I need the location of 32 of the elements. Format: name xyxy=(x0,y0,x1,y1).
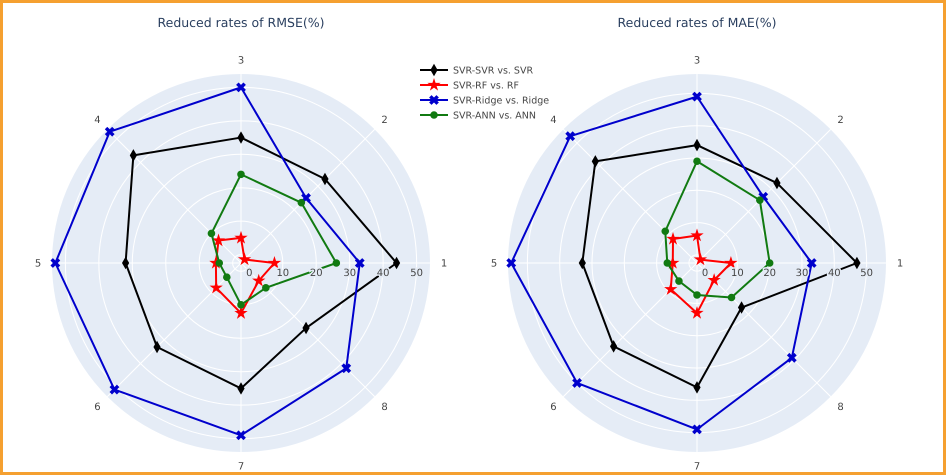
spoke-label: 3 xyxy=(694,56,700,66)
spoke-label: 4 xyxy=(550,114,557,126)
legend-label: SVR-RF vs. RF xyxy=(453,80,519,92)
spoke-label: 6 xyxy=(94,402,101,414)
y-tick-label: 0 xyxy=(702,268,708,279)
y-tick-label: 30 xyxy=(343,268,356,279)
y-tick-label: 30 xyxy=(796,268,808,279)
spoke-label: 2 xyxy=(837,114,844,126)
spoke-label: 8 xyxy=(381,402,388,414)
spoke-label: 1 xyxy=(896,258,904,270)
spoke-label: 1 xyxy=(440,258,448,270)
y-tick-label: 10 xyxy=(276,268,290,279)
spoke-label: 7 xyxy=(694,462,700,472)
chart-title: Reduced rates of MAE(%) xyxy=(618,15,776,30)
spoke-label: 2 xyxy=(381,114,388,126)
y-tick-label: 50 xyxy=(860,268,873,279)
spoke-label: 3 xyxy=(238,56,244,66)
chart-title: Reduced rates of RMSE(%) xyxy=(158,15,324,30)
legend-label: SVR-SVR vs. SVR xyxy=(453,65,534,76)
spoke-label: 8 xyxy=(837,402,844,414)
y-tick-label: 20 xyxy=(310,268,323,279)
y-tick-label: 20 xyxy=(763,268,776,279)
spoke-label: 5 xyxy=(490,258,498,270)
y-tick-label: 10 xyxy=(731,268,744,279)
spoke-label: 5 xyxy=(34,258,42,270)
spoke-label: 4 xyxy=(94,114,101,126)
spoke-label: 7 xyxy=(238,462,244,472)
y-tick-label: 50 xyxy=(410,268,423,279)
spoke-label: 6 xyxy=(550,402,557,414)
legend-label: SVR-Ridge vs. Ridge xyxy=(453,95,550,106)
y-tick-label: 0 xyxy=(246,268,253,279)
legend-label: SVR-ANN vs. ANN xyxy=(453,110,536,122)
